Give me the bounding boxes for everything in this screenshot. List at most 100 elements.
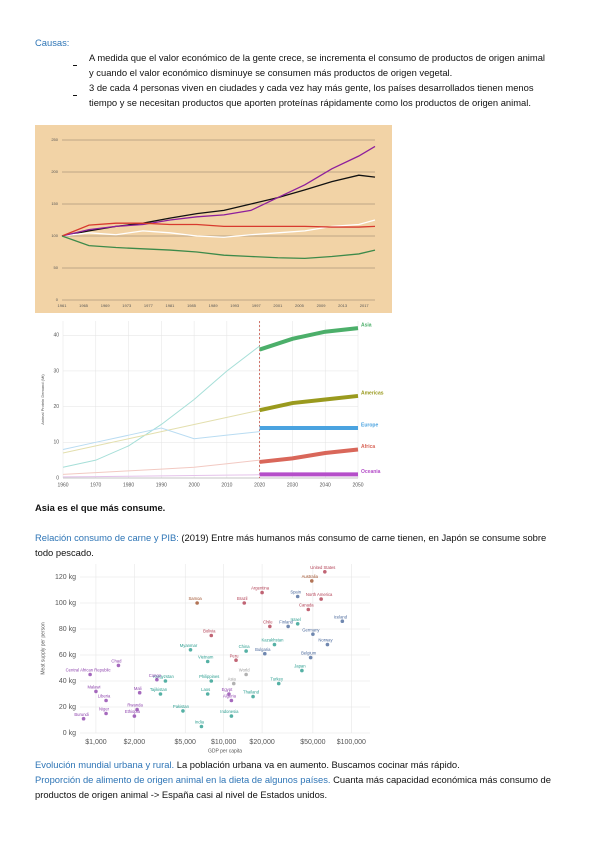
point-label: Algeria: [223, 694, 237, 699]
paragraph: Evolución mundial urbana y rural. La pob…: [35, 757, 555, 772]
plot-background: [35, 125, 392, 313]
point-label: India: [195, 720, 205, 725]
point: [244, 672, 248, 677]
point-label: Israel: [291, 617, 301, 622]
projection-band: [259, 326, 359, 352]
x-tick-label: 2000: [189, 482, 200, 488]
point: [325, 642, 330, 647]
point: [195, 601, 199, 605]
point-label: Philippines: [199, 674, 219, 679]
point: [205, 659, 210, 664]
caption: Asia es el que más consume.: [35, 502, 166, 513]
point: [300, 668, 304, 673]
point: [199, 724, 204, 729]
point: [311, 632, 315, 636]
y-axis-label: Animal Protein Demand (Mt): [40, 374, 45, 425]
highlight: Relación consumo de carne y PIB:: [35, 532, 179, 543]
point: [155, 677, 159, 682]
x-tick-label: 1989: [209, 303, 219, 308]
point: [234, 658, 238, 662]
point-label: Bulgaria: [255, 647, 271, 652]
point: [116, 663, 121, 668]
x-tick-label: 1969: [101, 303, 111, 308]
point: [295, 594, 300, 599]
x-tick-label: $5,000: [174, 739, 196, 746]
point: [268, 624, 272, 629]
y-tick-label: 0: [56, 297, 59, 302]
series-label: Oceania: [361, 469, 381, 475]
index-chart: 0 50 100 150 200 250 1961 1965 1969 1973 1977 1981 1…: [35, 125, 392, 313]
y-tick-label: 100: [51, 233, 58, 238]
history-line: [62, 427, 260, 450]
y-tick-label: 80 kg: [59, 626, 76, 633]
point: [262, 651, 267, 656]
x-tick-label: 2010: [221, 482, 232, 488]
point-label: Burundi: [74, 712, 89, 717]
point-label: Brazil: [237, 596, 248, 601]
x-tick-label: 2040: [320, 482, 331, 488]
x-tick-label: 1977: [144, 303, 154, 308]
paragraph-text: Cuanta más capacidad económica más consu…: [35, 774, 551, 800]
y-tick-label: 150: [51, 201, 58, 206]
history-line: [62, 459, 260, 475]
bullet-text: 3 de cada 4 personas viven en ciudades y…: [89, 82, 534, 108]
y-tick-label: 30: [53, 368, 59, 374]
point-label: Rwanda: [127, 703, 143, 708]
point: [135, 707, 139, 712]
y-tick-label: 20 kg: [59, 704, 76, 711]
x-tick-label: 2005: [295, 303, 305, 308]
series-label: Americas: [361, 390, 384, 396]
history-line: [62, 409, 260, 454]
point: [104, 711, 108, 716]
point: [319, 597, 323, 601]
point-label: Canada: [299, 603, 314, 608]
x-tick-label: $20,000: [249, 739, 274, 746]
series-label: Africa: [361, 444, 375, 450]
point: [81, 716, 86, 721]
line: [61, 235, 376, 260]
x-tick-label: $1,000: [85, 739, 107, 746]
x-tick-label: 1961: [58, 303, 68, 308]
highlight: Evolución mundial urbana y rural.: [35, 759, 175, 770]
point-label: North America: [306, 592, 333, 597]
x-tick-label: $50,000: [300, 739, 325, 746]
y-tick-label: 50: [54, 265, 59, 270]
series-label: Europe: [361, 422, 378, 428]
point-label: Turkey: [270, 677, 284, 682]
history-line: [62, 345, 260, 468]
point-label: Ethiopia: [125, 709, 141, 714]
x-tick-label: 1997: [252, 303, 262, 308]
point: [181, 709, 185, 713]
point: [272, 642, 277, 647]
point-label: Niger: [99, 707, 110, 712]
point-label: Belgium: [301, 651, 317, 656]
x-tick-label: 1973: [122, 303, 132, 308]
point-label: Mali: [134, 686, 142, 691]
y-tick-label: 0 kg: [63, 730, 76, 737]
point: [229, 714, 234, 718]
x-tick-label: 2001: [273, 303, 283, 308]
point: [94, 689, 98, 694]
x-tick-label: 2009: [317, 303, 327, 308]
point-label: Japan: [294, 664, 306, 669]
x-tick-label: $2,000: [124, 739, 146, 746]
x-tick-label: 1985: [187, 303, 197, 308]
x-tick-label: 2050: [352, 482, 363, 488]
point: [88, 672, 92, 677]
y-tick-label: 250: [51, 137, 58, 142]
paragraph: Proporción de alimento de origen animal …: [35, 772, 555, 802]
point-label: China: [239, 644, 251, 649]
point-label: Kazakhstan: [262, 638, 285, 643]
point: [163, 679, 168, 683]
point-label: Thailand: [243, 690, 260, 695]
paragraph-text: (2019) Entre más humanos más consumo de …: [35, 532, 547, 558]
point-label: World: [239, 668, 251, 673]
point: [251, 694, 255, 699]
point-label: Laos: [201, 687, 210, 692]
x-tick-label: 2020: [254, 482, 265, 488]
point: [227, 692, 231, 696]
point: [306, 607, 311, 612]
x-tick-label: 1980: [123, 482, 134, 488]
